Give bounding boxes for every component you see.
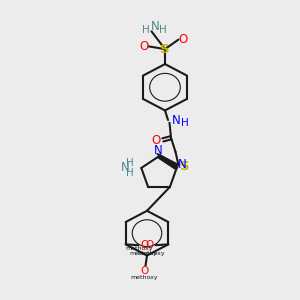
Text: N: N [178, 158, 187, 171]
Text: H: H [126, 158, 134, 168]
Text: H: H [181, 118, 188, 128]
Text: methoxy: methoxy [137, 251, 165, 256]
Text: S: S [180, 160, 190, 173]
Text: O: O [140, 40, 148, 53]
Text: O: O [140, 266, 148, 275]
Text: O: O [152, 134, 160, 147]
Text: O: O [178, 33, 188, 46]
Text: H: H [142, 25, 150, 35]
Text: N: N [120, 161, 129, 175]
Text: N: N [151, 20, 160, 33]
Text: O: O [140, 240, 148, 250]
Text: S: S [160, 43, 170, 56]
Text: methoxy: methoxy [130, 275, 158, 280]
Text: methoxy: methoxy [126, 246, 153, 251]
Text: H: H [159, 25, 167, 35]
Text: H: H [126, 168, 134, 178]
Text: O: O [146, 240, 154, 250]
Text: methoxy: methoxy [129, 251, 157, 256]
Text: N: N [172, 114, 181, 127]
Text: N: N [154, 144, 163, 157]
